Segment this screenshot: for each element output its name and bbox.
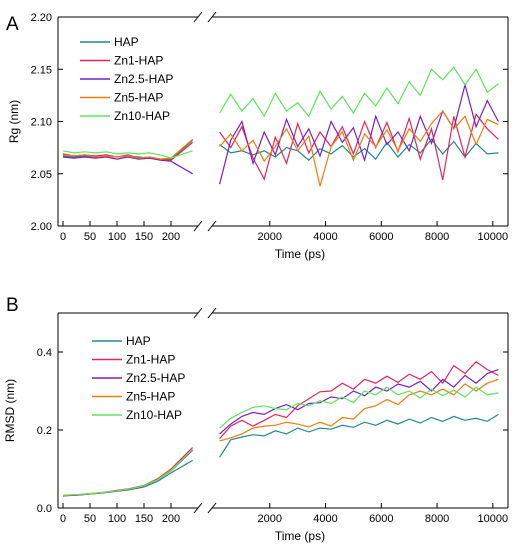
- axis-break-mark-top: [193, 11, 203, 23]
- y-tick-label: 2.15: [31, 64, 52, 76]
- x-tick-label: 4000: [313, 231, 337, 243]
- x-tick-label: 200: [162, 231, 180, 243]
- x-tick-label: 8000: [425, 513, 449, 525]
- legend-label: Zn1-HAP: [126, 353, 175, 367]
- series-line-left-zn10-hap: [62, 449, 194, 496]
- series-line-right-zn5-hap: [219, 110, 499, 187]
- axis-break-mark-bottom: [207, 502, 217, 514]
- series-line-left-zn10-hap: [62, 150, 193, 159]
- legend-label: Zn5-HAP: [126, 390, 175, 404]
- y-axis-label: Rg (nm): [7, 100, 21, 143]
- panel-label: B: [6, 295, 19, 316]
- y-tick-label: 0.0: [37, 503, 52, 515]
- x-axis-label: Time (ps): [275, 529, 325, 543]
- x-tick-label: 10000: [478, 231, 509, 243]
- x-axis-label: Time (ps): [275, 247, 325, 261]
- legend-label: Zn10-HAP: [126, 408, 182, 422]
- panel-label: A: [6, 14, 19, 35]
- x-tick-label: 10000: [478, 513, 509, 525]
- x-tick-label: 4000: [313, 513, 337, 525]
- x-tick-label: 50: [84, 231, 96, 243]
- series-line-right-zn25-hap: [219, 82, 499, 185]
- y-tick-label: 2.00: [31, 221, 52, 233]
- series-line-right-zn25-hap: [219, 369, 499, 435]
- x-tick-label: 2000: [258, 231, 282, 243]
- axis-break-mark-top: [207, 11, 217, 23]
- series-line-left-zn25-hap: [62, 156, 193, 175]
- y-tick-label: 2.05: [31, 169, 52, 181]
- x-tick-label: 150: [135, 513, 153, 525]
- x-tick-label: 100: [108, 231, 126, 243]
- axis-break-mark-top: [207, 307, 217, 319]
- legend-label: Zn10-HAP: [114, 109, 170, 123]
- x-tick-label: 2000: [258, 513, 282, 525]
- series-line-right-zn1-hap: [219, 361, 499, 439]
- series-line-left-zn5-hap: [62, 138, 193, 160]
- x-tick-label: 8000: [425, 231, 449, 243]
- series-line-right-hap: [219, 413, 499, 458]
- x-tick-label: 150: [135, 231, 153, 243]
- y-tick-label: 2.20: [31, 12, 52, 24]
- x-tick-label: 6000: [369, 231, 393, 243]
- axis-break-mark-bottom: [193, 220, 203, 232]
- y-tick-label: 0.2: [37, 425, 52, 437]
- axis-break-mark-top: [193, 307, 203, 319]
- legend-label: Zn2.5-HAP: [114, 72, 173, 86]
- x-tick-label: 100: [108, 513, 126, 525]
- legend-label: Zn2.5-HAP: [126, 371, 185, 385]
- panel-a: 2.00 2.05 2.10 2.15 2.20 0 50 100 150 200 2000 4000…: [6, 11, 509, 261]
- legend-label: HAP: [126, 334, 151, 348]
- y-tick-label: 0.4: [37, 347, 52, 359]
- x-tick-label: 200: [162, 513, 180, 525]
- x-tick-label: 0: [60, 513, 66, 525]
- legend-label: Zn5-HAP: [114, 91, 163, 105]
- legend-label: HAP: [114, 35, 139, 49]
- y-tick-label: 2.10: [31, 117, 52, 129]
- x-tick-label: 0: [60, 231, 66, 243]
- axis-break-mark-bottom: [193, 502, 203, 514]
- series-line-right-hap: [219, 138, 499, 162]
- x-tick-label: 6000: [369, 513, 393, 525]
- panel-b: 0.0 0.2 0.4 0 50 100 150 200 2000 4000 6000 8000 100…: [3, 295, 509, 543]
- axis-break-mark-bottom: [207, 220, 217, 232]
- series-line-right-zn10-hap: [219, 386, 499, 429]
- series-line-right-zn10-hap: [219, 66, 499, 118]
- x-tick-label: 50: [84, 513, 96, 525]
- y-axis-label: RMSD (nm): [3, 379, 17, 442]
- series-line-right-zn5-hap: [219, 378, 499, 442]
- legend-label: Zn1-HAP: [114, 54, 163, 68]
